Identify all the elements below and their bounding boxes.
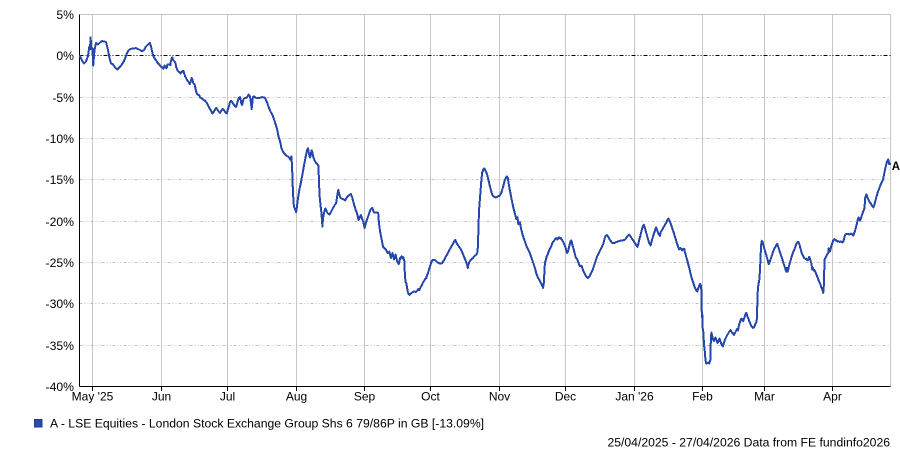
svg-text:Aug: Aug: [286, 390, 307, 404]
svg-text:Dec: Dec: [555, 390, 576, 404]
svg-text:Jun: Jun: [152, 390, 171, 404]
svg-text:0%: 0%: [56, 49, 74, 63]
svg-text:Jul: Jul: [220, 390, 235, 404]
svg-text:May '25: May '25: [72, 390, 114, 404]
svg-text:Jan '26: Jan '26: [615, 390, 654, 404]
svg-text:Nov: Nov: [489, 390, 510, 404]
svg-text:5%: 5%: [56, 8, 74, 22]
svg-text:-25%: -25%: [46, 256, 75, 270]
svg-text:-40%: -40%: [46, 380, 75, 394]
svg-text:-10%: -10%: [46, 132, 75, 146]
svg-text:A - LSE Equities - London Stoc: A - LSE Equities - London Stock Exchange…: [50, 416, 484, 430]
svg-text:-20%: -20%: [46, 215, 75, 229]
svg-text:Mar: Mar: [754, 390, 775, 404]
svg-text:25/04/2025 - 27/04/2026 Data f: 25/04/2025 - 27/04/2026 Data from FE fun…: [607, 436, 890, 450]
svg-text:Apr: Apr: [823, 390, 842, 404]
svg-text:-35%: -35%: [46, 339, 75, 353]
svg-text:Oct: Oct: [421, 390, 440, 404]
svg-text:-5%: -5%: [52, 91, 74, 105]
svg-text:Sep: Sep: [354, 390, 376, 404]
svg-text:-30%: -30%: [46, 297, 75, 311]
svg-text:-15%: -15%: [46, 173, 75, 187]
svg-text:Feb: Feb: [692, 390, 713, 404]
svg-text:A: A: [892, 161, 900, 173]
